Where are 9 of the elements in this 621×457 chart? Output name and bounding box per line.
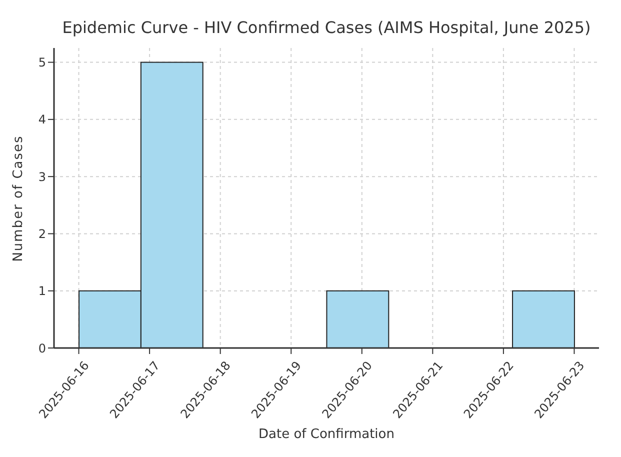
chart-title: Epidemic Curve - HIV Confirmed Cases (AIMS Hospital, June 2025) [61,18,592,37]
y-tick-label: 4 [38,112,46,127]
x-axis-title: Date of Confirmation [258,427,394,442]
y-tick-label: 1 [38,284,46,298]
y-tick-label: 0 [38,341,46,356]
y-tick-label: 5 [38,56,46,70]
y-tick-label: 3 [38,170,46,184]
y-axis-title: Number of Cases [10,134,26,262]
y-tick-label: 2 [38,226,46,241]
